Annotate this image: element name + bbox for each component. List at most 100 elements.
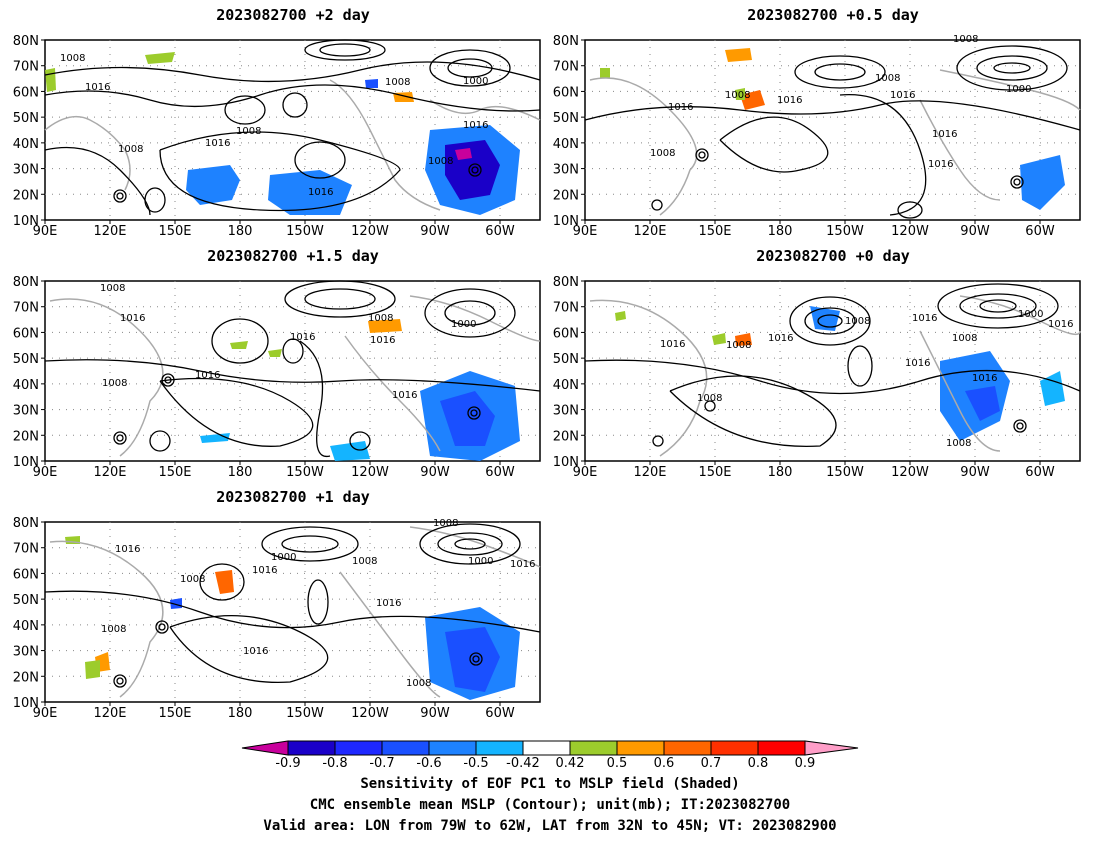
lon-tick-label: 90E [33,465,58,480]
lat-tick-label: 40N [553,378,579,393]
contour-label: 1016 [1048,319,1073,330]
coastlines [589,295,1081,457]
blue-region [1020,155,1065,210]
blue-region [965,386,1000,421]
lon-tick-label: 180 [228,224,253,239]
contour-label: 1016 [120,313,145,324]
lon-tick-label: 120E [93,224,126,239]
contour-label: 1000 [271,552,296,563]
lon-tick-label: 150E [158,465,191,480]
contour-label: 1008 [180,574,205,585]
lon-tick-label: 120W [351,706,389,721]
contour-label: 1008 [406,678,431,689]
lon-tick-label: 60W [1025,224,1055,239]
lon-tick-label: 90W [420,706,450,721]
contour-label: 1008 [953,34,978,45]
lat-tick-label: 20N [13,188,39,203]
colorbar-swatch [334,740,383,756]
lon-tick-label: 90E [33,224,58,239]
lat-tick-label: 20N [13,670,39,685]
contour-label: 1008 [368,313,393,324]
caption-line-2: CMC ensemble mean MSLP (Contour); unit(m… [309,797,791,813]
blue-region [1040,371,1065,406]
contour-label: 1008 [428,156,453,167]
contour-label: 1016 [668,102,693,113]
contour-label: 1016 [660,339,685,350]
contour-label: 1008 [433,518,458,529]
colorbar-label: -0.9 [275,756,300,768]
contour-label: 1008 [60,53,85,64]
contour-label: 1008 [952,333,977,344]
contour-label: 1008 [100,283,125,294]
contour-label: 1016 [392,390,417,401]
colorbar-label: -0.7 [369,756,394,768]
colorbar-swatch [757,740,806,756]
blue-region [440,391,495,446]
green-region [600,68,610,78]
contour-label: 1000 [463,76,488,87]
contour-labels: 1008 1016 1008 1008 1016 1008 1016 1000 … [650,34,1031,170]
lat-tick-label: 40N [13,378,39,393]
caption-line-1: Sensitivity of EOF PC1 to MSLP field (Sh… [360,776,740,792]
lat-tick-label: 20N [13,429,39,444]
lon-tick-label: 120W [891,224,929,239]
lon-tick-label: 60W [1025,465,1055,480]
lat-tick-label: 50N [553,352,579,367]
contour-labels: 1008 1016 1008 1016 1016 1008 1016 1016 … [100,283,476,401]
lat-tick-label: 20N [553,188,579,203]
blue-region [365,79,378,88]
lon-tick-label: 180 [768,465,793,480]
shading [600,48,1065,210]
contour-label: 1000 [468,556,493,567]
contour-label: 1016 [928,159,953,170]
colorbar-swatch [287,740,336,756]
mslp-contours [44,39,541,216]
colorbar-swatch [381,740,430,756]
contour-label: 1016 [463,120,488,131]
lat-tick-label: 10N [13,455,39,470]
lat-tick-label: 50N [13,352,39,367]
contour-label: 1016 [370,335,395,346]
lon-tick-label: 150W [286,465,324,480]
lat-tick-label: 50N [13,593,39,608]
lon-tick-label: 150W [286,224,324,239]
lon-tick-label: 150E [698,465,731,480]
lon-tick-label: 150E [158,224,191,239]
colorbar-label: 0.6 [654,756,675,768]
lat-tick-label: 60N [13,85,39,100]
lat-tick-label: 40N [13,137,39,152]
lat-tick-label: 10N [553,214,579,229]
colorbar: -0.9 -0.8 -0.7 -0.6 -0.5 -0.42 0.42 0.5 0.6 0.7 0.… [241,740,859,768]
lat-tick-label: 60N [553,85,579,100]
lat-tick-label: 80N [553,34,579,49]
contour-label: 1016 [905,358,930,369]
panel-title: 2023082700 +1 day [216,488,370,506]
contour-label: 1008 [385,77,410,88]
lat-tick-label: 20N [553,429,579,444]
lat-tick-label: 70N [13,542,39,557]
colorbar-low-tip [241,740,289,756]
contour-label: 1016 [243,646,268,657]
contour-label: 1016 [205,138,230,149]
colorbar-swatch [522,740,571,756]
lon-tick-label: 90W [960,465,990,480]
lat-tick-label: 70N [13,60,39,75]
green-region [230,341,248,349]
green-region [735,88,745,100]
coastlines [589,69,1081,216]
colorbar-label: -0.8 [322,756,347,768]
contour-label: 1000 [1018,309,1043,320]
orange-region [735,333,752,346]
orange-region [368,319,402,333]
contour-label: 1016 [932,129,957,140]
contour-label: 1008 [101,624,126,635]
lon-tick-label: 150E [158,706,191,721]
contour-labels: 1016 1008 1016 1008 1016 1008 1016 1000 … [660,309,1073,449]
lat-tick-label: 60N [13,567,39,582]
lat-tick-label: 80N [13,516,39,531]
contour-label: 1016 [890,90,915,101]
contour-label: 1016 [376,598,401,609]
